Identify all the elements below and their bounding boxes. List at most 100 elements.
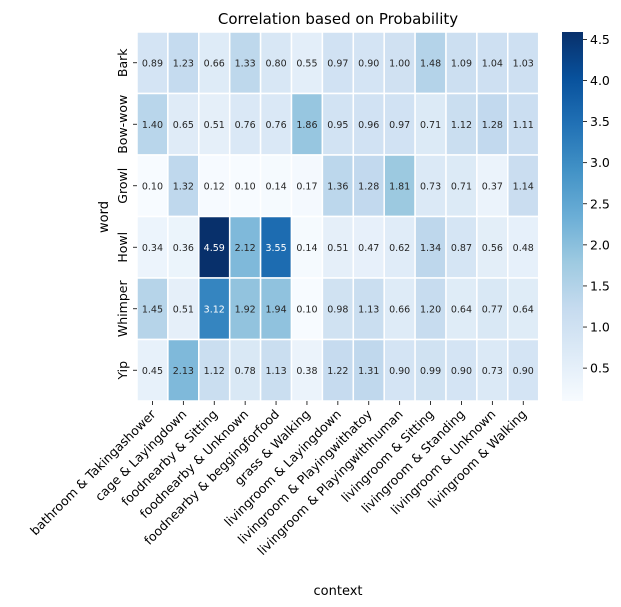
cell-value-label: 0.90 [358, 58, 379, 69]
cell-value-label: 1.94 [265, 304, 286, 315]
heatmap-cell [198, 277, 231, 341]
cell-value-label: 0.73 [420, 181, 441, 192]
colorbar-tick-label: 2.5 [590, 196, 610, 211]
cell-value-label: 0.14 [296, 243, 317, 254]
heatmap-cell [507, 277, 540, 341]
cell-value-label: 1.34 [420, 243, 441, 254]
cell-value-label: 1.36 [327, 181, 348, 192]
cell-value-label: 1.40 [142, 120, 163, 131]
cell-value-label: 0.10 [142, 181, 163, 192]
cell-value-label: 1.92 [235, 304, 256, 315]
cell-value-label: 0.73 [482, 366, 503, 377]
cell-value-label: 1.00 [389, 58, 410, 69]
cell-value-label: 0.97 [389, 120, 410, 131]
heatmap-cell [476, 215, 509, 279]
y-axis-label: word [97, 201, 112, 233]
cell-value-label: 0.71 [451, 181, 472, 192]
heatmap-cell [290, 31, 324, 95]
cell-value-label: 0.76 [265, 120, 286, 131]
y-tick-label: Yip [115, 361, 130, 381]
cell-value-label: 0.14 [265, 181, 286, 192]
cell-value-label: 0.38 [296, 366, 317, 377]
cell-value-label: 1.32 [173, 181, 194, 192]
cell-value-label: 1.09 [451, 58, 472, 69]
cell-value-label: 0.45 [142, 366, 163, 377]
cell-value-label: 0.10 [235, 181, 256, 192]
cell-value-label: 0.99 [420, 366, 441, 377]
heatmap-cell [414, 92, 447, 156]
cell-value-label: 0.34 [142, 243, 163, 254]
heatmap-cell [476, 277, 509, 341]
colorbar-tick-label: 4.5 [590, 32, 610, 47]
y-tick-label: Bark [115, 48, 130, 77]
cell-value-label: 0.17 [296, 181, 317, 192]
cell-value-label: 1.81 [389, 181, 410, 192]
cell-value-label: 1.14 [513, 181, 534, 192]
heatmap-cell [476, 338, 509, 402]
heatmap-cell [476, 31, 509, 95]
heatmap-cell [321, 92, 355, 156]
cell-value-label: 0.90 [513, 366, 534, 377]
cell-value-label: 1.04 [482, 58, 503, 69]
x-axis-label: context [314, 584, 363, 599]
cell-value-label: 0.98 [327, 304, 348, 315]
heatmap-cell [136, 92, 169, 156]
cell-value-label: 0.90 [389, 366, 410, 377]
heatmap-cell [259, 154, 293, 218]
cell-value-label: 1.11 [513, 120, 534, 131]
heatmap-cell [290, 215, 324, 279]
heatmap-cell [352, 31, 385, 95]
colorbar-ticks: 0.5 1.0 1.5 2.0 2.5 3.0 3.5 4.0 4.5 [583, 32, 610, 376]
cell-value-label: 0.77 [482, 304, 503, 315]
colorbar-tick-label: 0.5 [590, 361, 610, 376]
heatmap-cell [321, 277, 355, 341]
cell-value-label: 0.95 [327, 120, 348, 131]
cell-value-label: 0.51 [204, 120, 225, 131]
y-tick-label: Howl [115, 232, 130, 263]
colorbar-tick-label: 4.0 [590, 73, 610, 88]
y-tick-label: Whimper [115, 280, 130, 338]
cell-value-label: 1.28 [358, 181, 379, 192]
cell-value-label: 0.97 [327, 58, 348, 69]
cell-value-label: 0.66 [389, 304, 410, 315]
cell-value-label: 0.37 [482, 181, 503, 192]
heatmap-cell [507, 154, 540, 218]
heatmap-cell [507, 215, 540, 279]
cell-value-label: 0.76 [235, 120, 256, 131]
heatmap-cell [352, 338, 385, 402]
cell-value-label: 0.80 [265, 58, 286, 69]
heatmap-cell [383, 92, 416, 156]
cell-value-label: 1.86 [296, 120, 317, 131]
cell-value-label: 0.90 [451, 366, 472, 377]
cell-value-label: 4.59 [204, 243, 225, 254]
cell-value-label: 0.62 [389, 243, 410, 254]
heatmap-cell [290, 92, 324, 156]
cell-value-label: 2.12 [235, 243, 256, 254]
cell-value-label: 3.55 [265, 243, 286, 254]
heatmap-cell [507, 92, 540, 156]
cell-value-label: 1.20 [420, 304, 441, 315]
cell-value-label: 0.47 [358, 243, 379, 254]
heatmap-cell [198, 215, 231, 279]
cell-value-label: 1.31 [358, 366, 379, 377]
cell-value-label: 1.03 [513, 58, 534, 69]
heatmap-cell [445, 154, 478, 218]
chart-title: Correlation based on Probability [218, 10, 458, 28]
cell-value-label: 1.22 [327, 366, 348, 377]
heatmap-cell [383, 215, 416, 279]
cell-value-label: 0.51 [327, 243, 348, 254]
colorbar-tick-label: 1.5 [590, 278, 610, 293]
cell-value-label: 1.13 [358, 304, 379, 315]
cell-value-label: 0.48 [513, 243, 534, 254]
cell-value-label: 1.28 [482, 120, 503, 131]
cell-value-label: 0.56 [482, 243, 503, 254]
x-tick-label: bathroom & Takingashower [27, 406, 159, 538]
cell-value-label: 1.45 [142, 304, 163, 315]
heatmap-cell [198, 338, 231, 402]
cell-value-label: 0.87 [451, 243, 472, 254]
heatmap-cell [228, 92, 262, 156]
heatmap-cell [321, 338, 355, 402]
cell-value-label: 1.12 [204, 366, 225, 377]
cell-value-label: 0.64 [513, 304, 534, 315]
